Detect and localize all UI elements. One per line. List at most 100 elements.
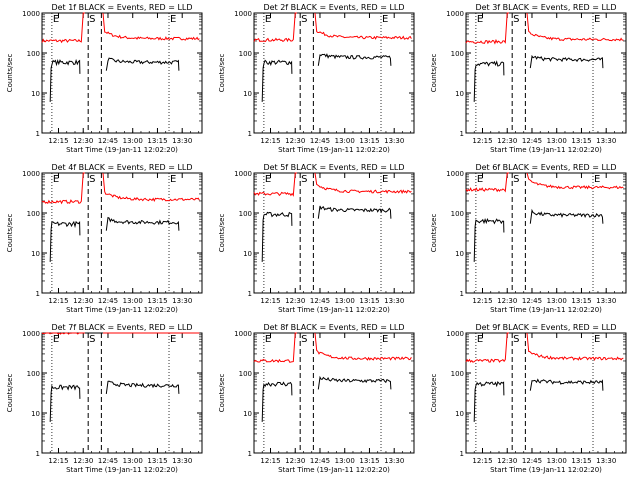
x-tick-label: 13:00 <box>547 297 567 305</box>
panel-det-9f: Det 9f BLACK = Events, RED = LLD 1 10 100 10… <box>430 323 627 474</box>
events-series-line <box>317 205 392 219</box>
lld-series-line <box>253 172 297 197</box>
x-tick-label: 13:00 <box>547 137 567 145</box>
x-tick-label: 12:45 <box>310 297 330 305</box>
lld-series-line <box>102 172 200 202</box>
x-tick-label: 13:30 <box>596 137 616 145</box>
plot-frame <box>253 12 415 134</box>
event-marker-label: E <box>53 14 59 25</box>
events-series-line <box>529 208 604 224</box>
x-tick-label: 12:30 <box>497 297 517 305</box>
x-tick-label: 12:30 <box>73 457 93 465</box>
lld-series-line <box>41 12 85 44</box>
event-marker-label: E <box>594 174 600 185</box>
lld-series-line <box>253 12 297 43</box>
x-tick-label: 12:15 <box>260 457 280 465</box>
event-marker-label: E <box>170 174 176 185</box>
panel-title: Det 6f BLACK = Events, RED = LLD <box>475 163 616 172</box>
plot-frame <box>41 332 203 454</box>
x-tick-label: 12:15 <box>260 137 280 145</box>
y-tick-label: 1 <box>460 290 464 298</box>
panel-det-1f: Det 1f BLACK = Events, RED = LLD 1 10 100 10… <box>6 3 203 154</box>
y-tick-label: 1 <box>248 450 252 458</box>
y-tick-label: 10 <box>31 250 40 258</box>
event-marker-label: S <box>301 174 307 185</box>
x-tick-label: 13:30 <box>384 137 404 145</box>
x-tick-label: 13:30 <box>596 457 616 465</box>
x-axis-label: Start Time (19-Jan-11 12:02:20) <box>66 146 178 154</box>
y-tick-label: 1000 <box>234 170 252 178</box>
y-tick-label: 100 <box>27 50 40 58</box>
y-tick-label: 100 <box>451 210 464 218</box>
y-tick-label: 10 <box>243 90 252 98</box>
y-tick-label: 10 <box>455 250 464 258</box>
events-series-line <box>49 220 81 262</box>
events-series-line <box>105 57 180 71</box>
x-tick-label: 13:00 <box>123 137 143 145</box>
y-tick-label: 100 <box>239 370 252 378</box>
events-series-line <box>317 375 392 390</box>
y-tick-label: 1000 <box>446 10 464 18</box>
event-marker-label: E <box>477 14 483 25</box>
lld-series-line <box>41 332 85 335</box>
panel-det-7f: Det 7f BLACK = Events, RED = LLD 1 10 100 10… <box>6 323 203 474</box>
events-series-line <box>261 211 293 262</box>
y-axis-label: Counts/sec <box>218 374 226 413</box>
event-marker-label: E <box>265 174 271 185</box>
panel-det-3f: Det 3f BLACK = Events, RED = LLD 1 10 100 10… <box>430 3 627 154</box>
x-tick-label: 12:15 <box>472 137 492 145</box>
x-axis-label: Start Time (19-Jan-11 12:02:20) <box>490 466 602 474</box>
y-tick-label: 1 <box>36 130 40 138</box>
events-series-line <box>473 381 505 422</box>
x-tick-label: 12:15 <box>48 457 68 465</box>
y-tick-label: 1 <box>460 450 464 458</box>
x-tick-label: 12:45 <box>522 297 542 305</box>
x-tick-label: 12:30 <box>285 457 305 465</box>
y-tick-label: 10 <box>243 250 252 258</box>
y-axis-label: Counts/sec <box>6 374 14 413</box>
x-tick-label: 13:15 <box>571 137 591 145</box>
lld-series-line <box>41 172 85 205</box>
x-tick-label: 12:45 <box>98 457 118 465</box>
x-axis-label: Start Time (19-Jan-11 12:02:20) <box>278 146 390 154</box>
x-tick-label: 12:15 <box>260 297 280 305</box>
y-axis-label: Counts/sec <box>430 214 438 253</box>
plot-frame <box>253 172 415 294</box>
y-tick-label: 1000 <box>22 170 40 178</box>
x-tick-label: 13:15 <box>571 457 591 465</box>
lld-series-line <box>465 12 509 45</box>
lld-series-line <box>526 12 624 42</box>
x-tick-label: 13:15 <box>147 137 167 145</box>
x-tick-label: 13:15 <box>147 297 167 305</box>
y-tick-label: 1 <box>460 130 464 138</box>
panel-title: Det 2f BLACK = Events, RED = LLD <box>263 3 404 12</box>
lld-series-line <box>465 332 509 363</box>
event-marker-label: E <box>382 334 388 345</box>
event-marker-label: S <box>513 174 519 185</box>
events-series-line <box>105 380 180 394</box>
y-tick-label: 100 <box>27 210 40 218</box>
y-tick-label: 10 <box>31 410 40 418</box>
panel-det-4f: Det 4f BLACK = Events, RED = LLD 1 10 100 10… <box>6 163 203 314</box>
x-tick-label: 13:30 <box>172 457 192 465</box>
event-marker-label: S <box>89 174 95 185</box>
event-marker-label: E <box>477 174 483 185</box>
y-tick-label: 1000 <box>446 170 464 178</box>
y-axis-label: Counts/sec <box>6 214 14 253</box>
x-tick-label: 12:45 <box>522 457 542 465</box>
events-series-line <box>473 217 505 262</box>
lld-series-line <box>314 332 412 361</box>
x-tick-label: 13:15 <box>359 137 379 145</box>
y-tick-label: 100 <box>451 50 464 58</box>
x-tick-label: 13:30 <box>596 297 616 305</box>
y-tick-label: 100 <box>239 50 252 58</box>
event-marker-label: S <box>301 334 307 345</box>
panel-title: Det 8f BLACK = Events, RED = LLD <box>263 323 404 332</box>
y-tick-label: 1000 <box>22 330 40 338</box>
lld-series-line <box>102 12 200 41</box>
panel-title: Det 9f BLACK = Events, RED = LLD <box>475 323 616 332</box>
event-marker-label: S <box>513 14 519 25</box>
event-marker-label: E <box>170 14 176 25</box>
